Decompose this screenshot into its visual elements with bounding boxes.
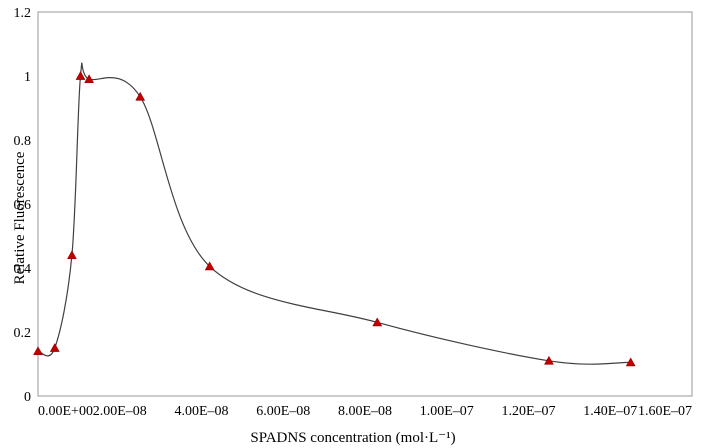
data-point-marker	[204, 261, 215, 271]
x-tick-label: 1.20E–07	[501, 404, 555, 419]
y-tick-label: 1	[24, 70, 31, 85]
data-point-marker	[372, 317, 383, 327]
x-tick-label: 6.00E–08	[256, 404, 310, 419]
data-point-marker	[84, 74, 95, 84]
data-point-marker	[49, 342, 60, 352]
data-point-marker	[625, 357, 636, 367]
x-tick-label: 8.00E–08	[338, 404, 392, 419]
data-point-marker	[135, 91, 146, 101]
x-axis-ticks: 0.00E+00 2.00E–08 4.00E–08 6.00E–08 8.00E–08…	[38, 404, 692, 419]
y-tick-label: 0.8	[14, 134, 32, 149]
data-point-marker	[544, 355, 554, 365]
y-tick-label: 0.6	[14, 198, 32, 213]
data-markers	[33, 70, 636, 367]
x-tick-label: 2.00E–08	[93, 404, 147, 419]
data-point-marker	[75, 70, 86, 80]
x-axis-title: SPADNS concentration (mol·L⁻¹)	[250, 430, 455, 446]
x-tick-label: 0.00E+00	[38, 404, 93, 419]
plot-area-frame	[37, 11, 693, 397]
data-point-marker	[67, 250, 77, 260]
data-point-marker	[33, 346, 43, 356]
y-tick-label: 0	[24, 390, 31, 405]
y-tick-label: 0.2	[14, 326, 32, 341]
y-axis-title: Relative Fluorescence	[12, 151, 28, 284]
y-tick-label: 1.2	[14, 6, 32, 21]
x-tick-label: 1.00E–07	[420, 404, 474, 419]
y-axis-ticks: 0 0.2 0.4 0.6 0.8 1 1.2	[14, 6, 32, 405]
x-tick-label: 1.40E–07	[583, 404, 637, 419]
x-tick-label: 4.00E–08	[174, 404, 228, 419]
y-tick-label: 0.4	[14, 262, 32, 277]
smoothed-trend-line	[37, 62, 631, 365]
x-tick-label: 1.60E–07	[638, 404, 692, 419]
